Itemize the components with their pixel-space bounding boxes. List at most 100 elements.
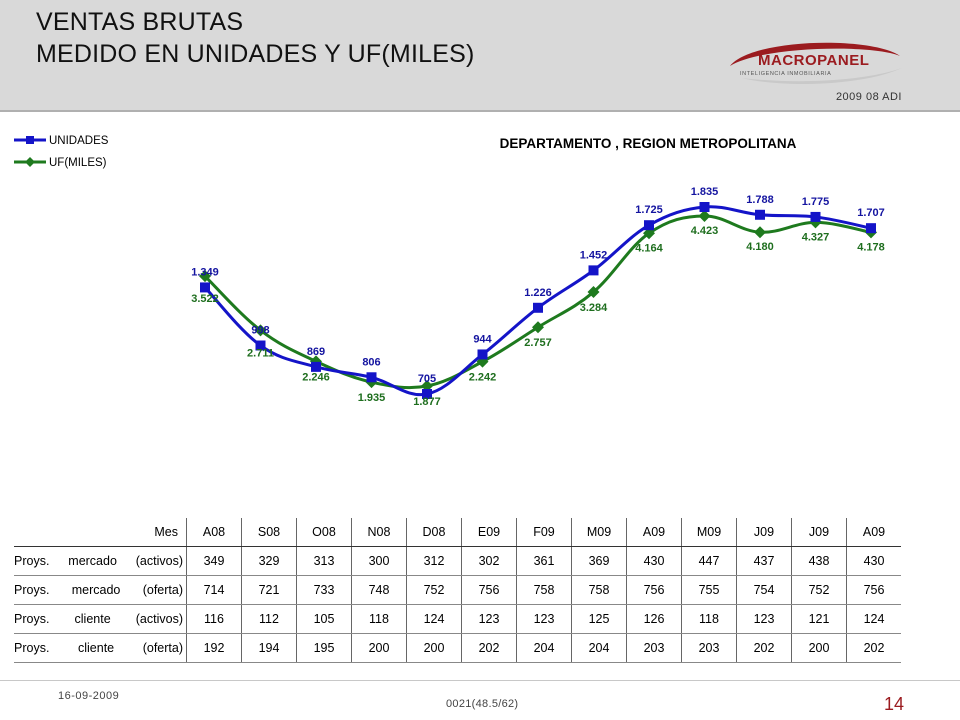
table-cell: 202 [461, 633, 517, 663]
table-cell: 123 [516, 604, 572, 634]
point-uf-miles [532, 321, 544, 334]
point-uf-miles [587, 286, 600, 299]
table-row: Proys. cliente (oferta) 192 194 195 200 200 202 2… [14, 633, 901, 663]
table-header-cell: J09 [791, 518, 847, 547]
series-line-unidades [203, 205, 872, 397]
table-cell: 124 [406, 604, 462, 634]
title-line-1: VENTAS BRUTAS [36, 8, 244, 36]
row-label: Proys. mercado (oferta) [14, 575, 187, 605]
table-cell: 752 [406, 575, 462, 605]
table-cell: 202 [736, 633, 792, 663]
row-label-part: (activos) [135, 612, 183, 626]
row-label: Proys. cliente (activos) [14, 604, 187, 634]
point-unidades [533, 302, 543, 313]
table-cell: 349 [186, 546, 242, 576]
table-header-cell: A09 [846, 518, 901, 547]
point-uf-miles [254, 324, 267, 337]
page-title: VENTAS BRUTAS MEDIDO EN UNIDADES Y UF(MI… [36, 6, 474, 70]
row-label-part: Proys. [14, 554, 50, 568]
table-cell: 200 [406, 633, 462, 663]
title-line-2: MEDIDO EN UNIDADES Y UF(MILES) [36, 40, 475, 68]
data-label-uf-miles: 2.757 [524, 337, 552, 349]
table-cell: 758 [571, 575, 627, 605]
data-label-unidades: 869 [307, 346, 325, 358]
table-cell: 192 [186, 633, 242, 663]
point-unidades [810, 211, 821, 222]
point-unidades [200, 282, 210, 293]
data-label-unidades: 1.788 [746, 194, 774, 206]
point-unidades [588, 265, 599, 276]
table-cell: 721 [241, 575, 297, 605]
table-cell: 204 [516, 633, 572, 663]
data-label-unidades: 1.707 [857, 207, 885, 219]
header-band [0, 0, 960, 110]
table-cell: 125 [571, 604, 627, 634]
row-label-part: cliente [78, 641, 115, 655]
table-header-cell: M09 [681, 518, 737, 547]
row-label: Proys. cliente (oferta) [14, 633, 187, 663]
row-label-part: (oferta) [142, 641, 183, 655]
point-unidades [866, 223, 876, 234]
data-label-unidades: 806 [362, 356, 380, 368]
legend-marker [26, 136, 34, 144]
data-label-uf-miles: 4.164 [635, 242, 663, 254]
footer-divider [0, 680, 960, 681]
table-header-cell: O08 [296, 518, 352, 547]
table-cell: 329 [241, 546, 297, 576]
point-uf-miles [476, 355, 489, 368]
table-cell: 756 [626, 575, 682, 605]
table-cell: 748 [351, 575, 407, 605]
table-cell: 112 [241, 604, 297, 634]
point-uf-miles [199, 270, 211, 283]
table-cell: 195 [296, 633, 352, 663]
table-header-mes: Mes [14, 518, 187, 547]
data-label-uf-miles: 4.178 [857, 241, 885, 253]
table-header-cell: A08 [186, 518, 242, 547]
logo-text: MACROPANEL [758, 52, 870, 69]
footer-code: 0021(48.5/62) [446, 698, 519, 710]
table-header-cell: N08 [351, 518, 407, 547]
data-label-unidades: 1.725 [635, 204, 663, 216]
table-cell: 752 [791, 575, 847, 605]
point-uf-miles [698, 210, 711, 222]
table-row: Proys. mercado (oferta) 714 721 733 748 752 756 7… [14, 575, 901, 605]
data-table: Mes A08 S08 O08 N08 D08 E09 F09 M09 A09 M09 J09 J09 A… [14, 518, 901, 663]
page-number: 14 [884, 694, 905, 714]
table-cell: 438 [791, 546, 847, 576]
table-cell: 361 [516, 546, 572, 576]
data-label-unidades: 998 [251, 325, 269, 337]
table-cell: 123 [736, 604, 792, 634]
table-row: Proys. cliente (activos) 116 112 105 118 124 123… [14, 604, 901, 634]
table-cell: 204 [571, 633, 627, 663]
row-label-part: (oferta) [142, 583, 183, 597]
data-label-unidades: 1.775 [802, 196, 830, 208]
data-label-uf-miles: 4.180 [746, 241, 774, 253]
header-divider [0, 110, 960, 112]
point-unidades [422, 389, 432, 399]
table-header-cell: M09 [571, 518, 627, 547]
point-unidades [366, 372, 377, 383]
legend-label: UF(MILES) [49, 157, 107, 169]
macropanel-logo [730, 42, 902, 84]
chart-title: DEPARTAMENTO , REGION METROPOLITANA [500, 136, 797, 151]
table-cell: 203 [626, 633, 682, 663]
table-cell: 756 [461, 575, 517, 605]
data-label-unidades: 1.452 [580, 249, 608, 261]
point-unidades [255, 340, 266, 351]
data-label-uf-miles: 3.522 [191, 293, 219, 305]
table-cell: 447 [681, 546, 737, 576]
point-unidades [755, 209, 765, 220]
data-label-uf-miles: 2.246 [302, 371, 330, 383]
table-cell: 437 [736, 546, 792, 576]
table-cell: 733 [296, 575, 352, 605]
report-code: 2009 08 ADI [835, 91, 902, 103]
row-label-part: Proys. [14, 583, 50, 597]
table-header-cell: F09 [516, 518, 572, 547]
table-cell: 430 [846, 546, 901, 576]
table-cell: 105 [296, 604, 352, 634]
table-header-cell: A09 [626, 518, 682, 547]
point-unidades [477, 349, 488, 360]
data-label-uf-miles: 3.284 [580, 302, 608, 314]
table-header-row: Mes A08 S08 O08 N08 D08 E09 F09 M09 A09 M09 J09 J09 A… [14, 518, 901, 547]
legend-label: UNIDADES [49, 135, 109, 147]
